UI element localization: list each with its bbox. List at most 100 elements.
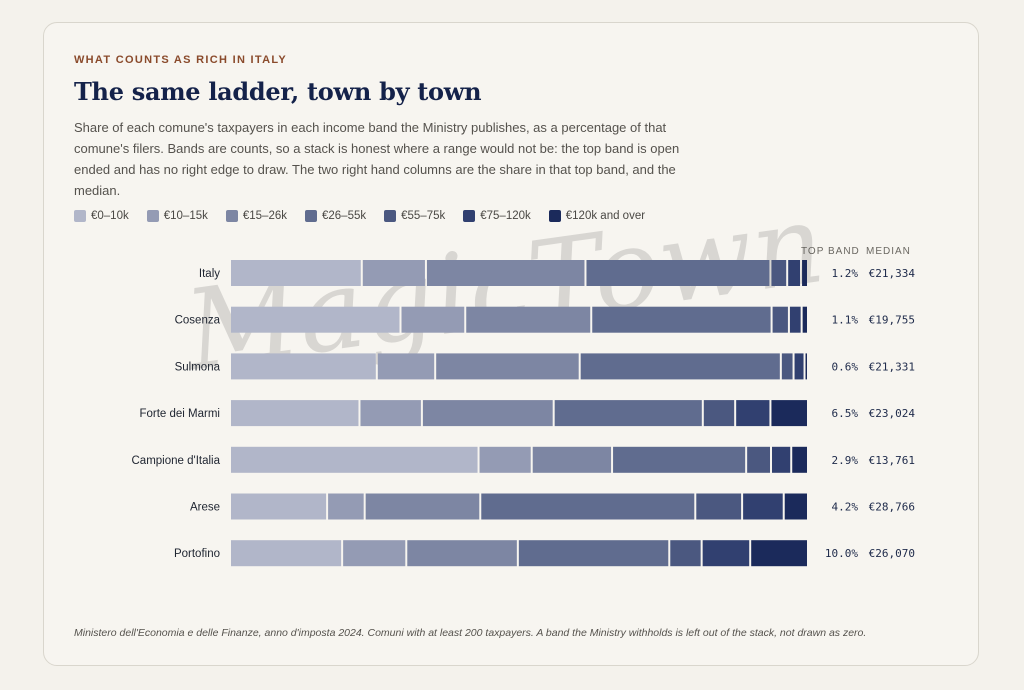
legend-swatch (304, 210, 317, 222)
bar-segment (532, 446, 612, 473)
bar-segment (772, 446, 791, 473)
top-band-value: 10.0% (825, 547, 858, 560)
legend-label: €26–55k (321, 210, 367, 222)
legend-item: €15–26k (225, 210, 287, 222)
legend-item: €10–15k (146, 210, 208, 222)
legend-label: €120k and over (565, 210, 646, 222)
legend-swatch (74, 210, 86, 222)
top-band-value: 0.6% (832, 360, 859, 373)
bar-segment (360, 400, 421, 427)
bar-segment (231, 260, 361, 286)
top-band-value: 2.9% (832, 454, 859, 467)
legend: €0–10k €10–15k €15–26k €26–55k €55–75k €75–12… (74, 210, 645, 222)
bar-segment (781, 353, 793, 380)
bar-row: Portofino 10.0% €26,070 (174, 540, 915, 567)
bar-segment (518, 540, 669, 567)
bar-segment (377, 353, 435, 380)
chart-subtitle: Share of each comune's taxpayers in each… (74, 120, 680, 198)
legend-swatch (225, 210, 238, 222)
bar-segment (743, 493, 783, 520)
source-footnote: Ministero dell'Economia e delle Finanze,… (74, 627, 867, 639)
bar-segment (365, 493, 480, 520)
bar-segment (613, 446, 746, 473)
row-label: Cosenza (175, 315, 221, 327)
bar-segment (231, 493, 327, 520)
bar-row: Arese 4.2% €28,766 (190, 493, 915, 520)
bar-row: Sulmona 0.6% €21,331 (175, 353, 915, 380)
bar-segment (436, 353, 579, 380)
median-value: €26,070 (869, 547, 915, 560)
bar-segment (426, 260, 585, 286)
legend-label: €10–15k (163, 210, 208, 222)
eyebrow: WHAT COUNTS AS RICH IN ITALY (74, 54, 288, 66)
bar-segment (784, 493, 807, 520)
bar-segment (401, 306, 465, 333)
bar-segment (702, 540, 750, 567)
legend-label: €75–120k (480, 210, 531, 222)
row-label: Portofino (174, 548, 220, 560)
bar-segment (789, 306, 801, 333)
bar-segment (554, 400, 702, 427)
bar-row: Cosenza 1.1% €19,755 (175, 306, 915, 333)
median-value: €13,761 (869, 454, 915, 467)
legend-item: €120k and over (548, 210, 646, 222)
bar-segment (466, 306, 591, 333)
legend-label: €0–10k (91, 210, 129, 222)
row-label: Italy (199, 268, 220, 280)
median-value: €19,755 (869, 314, 915, 327)
legend-label: €15–26k (242, 210, 287, 222)
bar-segment (231, 353, 376, 380)
median-value: €23,024 (869, 407, 916, 420)
bar-segment (696, 493, 742, 520)
top-band-column-header: TOP BAND (801, 246, 860, 257)
row-label: Sulmona (175, 361, 221, 373)
bar-segment (231, 540, 342, 567)
bar-segment (802, 260, 807, 286)
bar-segment (422, 400, 553, 427)
legend-swatch (146, 210, 159, 222)
bar-segment (362, 260, 425, 286)
bar-segment (479, 446, 531, 473)
chart-card: WHAT COUNTS AS RICH IN ITALY The same la… (43, 22, 979, 666)
stacked-bar-chart: Italy 1.2% €21,334 Cosenza 1.1% €19,755 Sulmon… (132, 260, 916, 567)
bar-row: Campione d'Italia 2.9% €13,761 (132, 446, 915, 473)
row-label: Forte dei Marmi (139, 408, 220, 420)
bar-segment (736, 400, 770, 427)
legend-label: €55–75k (401, 210, 446, 222)
chart-title: The same ladder, town by town (74, 77, 482, 106)
legend-swatch (548, 210, 561, 222)
legend-swatch (463, 210, 476, 222)
bar-segment (751, 540, 807, 567)
legend-item: €26–55k (304, 210, 367, 222)
bar-segment (794, 353, 804, 380)
row-label: Campione d'Italia (132, 455, 221, 467)
median-column-header: MEDIAN (866, 246, 911, 257)
top-band-value: 4.2% (832, 501, 859, 514)
bar-row: Italy 1.2% €21,334 (199, 260, 915, 286)
bar-segment (231, 400, 359, 427)
bar-segment (586, 260, 770, 286)
bar-segment (771, 400, 807, 427)
bar-segment (788, 260, 801, 286)
bar-segment (792, 446, 807, 473)
bar-segment (670, 540, 701, 567)
bar-segment (328, 493, 364, 520)
bar-segment (407, 540, 517, 567)
legend-item: €75–120k (463, 210, 531, 222)
bar-segment (343, 540, 406, 567)
bar-segment (771, 260, 787, 286)
bar-segment (231, 446, 478, 473)
bar-segment (231, 306, 400, 333)
legend-swatch (384, 210, 397, 222)
bar-segment (703, 400, 735, 427)
bar-segment (747, 446, 771, 473)
bar-segment (481, 493, 695, 520)
median-value: €21,334 (869, 267, 916, 280)
bar-segment (592, 306, 771, 333)
bar-row: Forte dei Marmi 6.5% €23,024 (139, 400, 916, 427)
top-band-value: 1.2% (832, 267, 859, 280)
legend-item: €55–75k (384, 210, 445, 222)
legend-item: €0–10k (74, 210, 129, 222)
top-band-value: 6.5% (832, 407, 859, 420)
bar-segment (580, 353, 780, 380)
